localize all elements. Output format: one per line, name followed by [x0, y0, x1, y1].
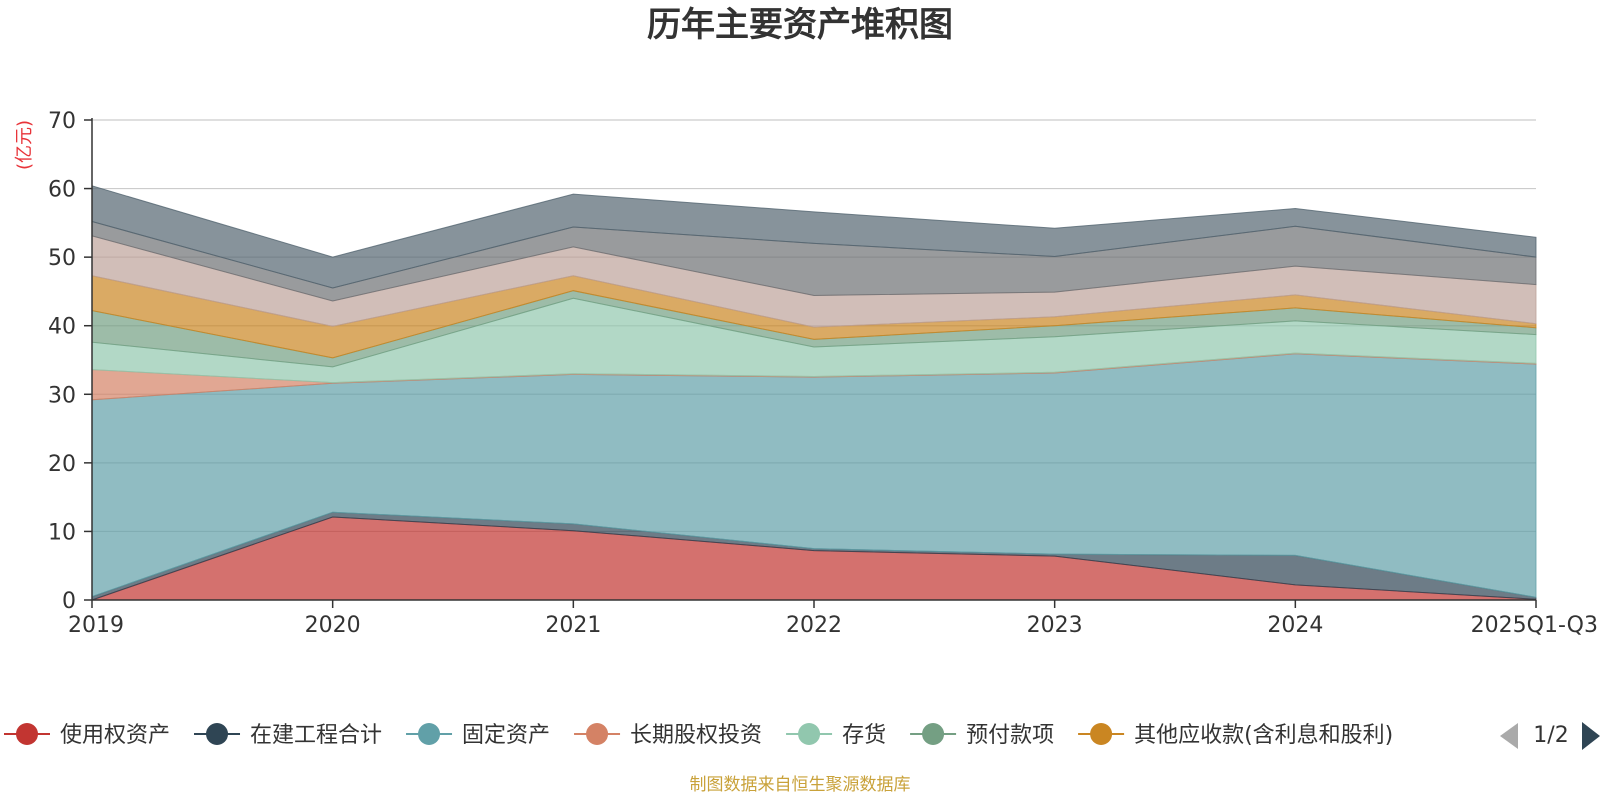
- y-tick-label: 50: [48, 246, 76, 271]
- x-tick-label: 2022: [786, 613, 842, 638]
- legend-item[interactable]: 使用权资产: [4, 723, 170, 748]
- y-tick-label: 70: [48, 109, 76, 134]
- y-tick-label: 0: [62, 589, 76, 614]
- legend-item[interactable]: 存货: [786, 723, 886, 748]
- legend-marker: [922, 723, 945, 745]
- legend-marker: [16, 723, 38, 745]
- legend-pager: 1/2: [1500, 722, 1600, 750]
- legend-item[interactable]: 固定资产: [406, 723, 550, 748]
- legend-marker: [418, 723, 441, 745]
- x-tick-label: 2021: [545, 613, 601, 638]
- y-tick-label: 30: [48, 383, 76, 408]
- legend-label: 存货: [842, 723, 886, 748]
- chart-title: 历年主要资产堆积图: [647, 5, 953, 45]
- area-series-10: [91, 185, 1537, 289]
- legend: 使用权资产 在建工程合计 固定资产 长期股权投资 存货 预付款项 其他应收款(含利息和股利)…: [4, 722, 1600, 750]
- legend-label: 预付款项: [966, 723, 1054, 748]
- legend-label: 在建工程合计: [250, 723, 382, 748]
- legend-item[interactable]: 预付款项: [910, 723, 1054, 748]
- y-axis-unit-label: (亿元): [14, 120, 35, 170]
- legend-item[interactable]: 其他应收款(含利息和股利): [1078, 723, 1393, 748]
- axes: 0 10 20 30 40 50 60 70 2019 2020 2021 2022 2023 2024 2…: [48, 109, 1598, 638]
- legend-page-label: 1/2: [1533, 723, 1568, 748]
- x-tick-label: 2024: [1267, 613, 1323, 638]
- legend-marker: [798, 723, 821, 745]
- x-tick-label: 2019: [68, 613, 124, 638]
- y-tick-label: 20: [48, 452, 76, 477]
- legend-next-page-icon[interactable]: [1582, 722, 1600, 750]
- legend-label: 长期股权投资: [630, 723, 762, 748]
- legend-item[interactable]: 长期股权投资: [574, 723, 762, 748]
- stacked-areas: [91, 185, 1537, 601]
- legend-item[interactable]: 在建工程合计: [194, 723, 382, 748]
- legend-label: 固定资产: [462, 723, 550, 748]
- legend-marker: [206, 723, 229, 745]
- y-tick-label: 40: [48, 315, 76, 340]
- source-note: 制图数据来自恒生聚源数据库: [690, 775, 911, 795]
- x-tick-label: 2020: [305, 613, 361, 638]
- y-tick-label: 60: [48, 178, 76, 203]
- x-tick-label: 2025Q1-Q3: [1471, 613, 1598, 638]
- legend-label: 其他应收款(含利息和股利): [1134, 723, 1393, 748]
- legend-prev-page-icon[interactable]: [1500, 723, 1518, 749]
- x-tick-label: 2023: [1027, 613, 1083, 638]
- y-tick-label: 10: [48, 520, 76, 545]
- legend-marker: [1090, 723, 1113, 745]
- legend-label: 使用权资产: [60, 723, 170, 748]
- legend-marker: [586, 723, 609, 745]
